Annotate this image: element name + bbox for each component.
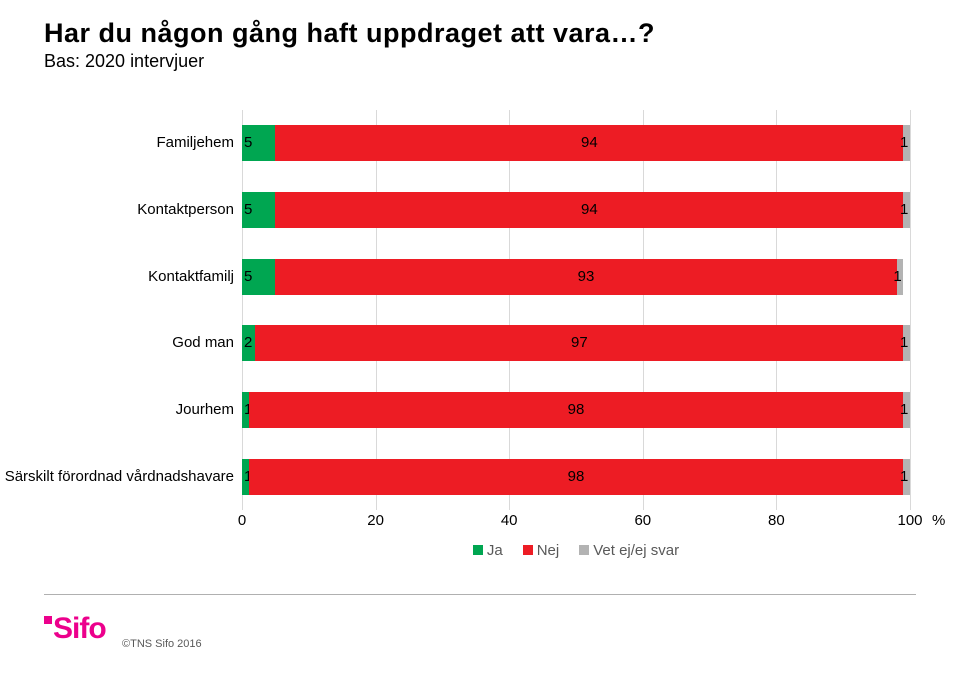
x-tick-label: 40 [501, 512, 518, 529]
category-label: Familjehem [156, 125, 242, 161]
x-tick-label: 0 [238, 512, 246, 529]
x-tick-label: 20 [367, 512, 384, 529]
bar-value-label: 94 [581, 125, 598, 161]
logo-square-icon [44, 616, 52, 624]
bar-value-label: 93 [578, 259, 595, 295]
legend-swatch-icon [579, 545, 589, 555]
bar-row: Särskilt förordnad vårdnadshavare1981 [242, 459, 910, 495]
bar-value-label: 98 [568, 459, 585, 495]
bar-value-label: 1 [900, 392, 908, 428]
footer-divider [44, 594, 916, 595]
bar-value-label: 5 [244, 259, 252, 295]
legend-label: Ja [487, 542, 503, 559]
plot-area: Familjehem5941Kontaktperson5941Kontaktfa… [242, 110, 910, 510]
chart: Familjehem5941Kontaktperson5941Kontaktfa… [50, 110, 910, 559]
copyright: ©TNS Sifo 2016 [122, 638, 202, 650]
gridline [776, 110, 777, 510]
bar-row: Kontaktfamilj5931 [242, 259, 910, 295]
legend-swatch-icon [473, 545, 483, 555]
legend-swatch-icon [523, 545, 533, 555]
x-axis: 020406080100% [242, 512, 910, 536]
category-label: Kontaktperson [137, 192, 242, 228]
gridline [376, 110, 377, 510]
x-tick-label: 60 [634, 512, 651, 529]
category-label: Särskilt förordnad vårdnadshavare [5, 459, 242, 495]
bar-value-label: 94 [581, 192, 598, 228]
bar-value-label: 1 [900, 459, 908, 495]
legend-label: Vet ej/ej svar [593, 542, 679, 559]
gridline [242, 110, 243, 510]
gridline [509, 110, 510, 510]
bar-row: Kontaktperson5941 [242, 192, 910, 228]
bar-value-label: 5 [244, 192, 252, 228]
x-unit-label: % [932, 512, 945, 529]
page-subtitle: Bas: 2020 intervjuer [44, 51, 916, 72]
bar-value-label: 2 [244, 325, 252, 361]
legend-label: Nej [537, 542, 560, 559]
bar-row: God man2971 [242, 325, 910, 361]
category-label: God man [172, 325, 242, 361]
x-tick-label: 100 [897, 512, 922, 529]
bar-value-label: 98 [568, 392, 585, 428]
sifo-logo: Sifo [44, 612, 106, 646]
bar-value-label: 1 [900, 125, 908, 161]
bar-row: Familjehem5941 [242, 125, 910, 161]
bar-value-label: 1 [900, 192, 908, 228]
bar-value-label: 5 [244, 125, 252, 161]
page-title: Har du någon gång haft uppdraget att var… [44, 18, 916, 49]
legend: Ja Nej Vet ej/ej svar [242, 542, 910, 559]
bar-value-label: 1 [893, 259, 901, 295]
legend-item: Nej [523, 542, 560, 559]
bar-value-label: 97 [571, 325, 588, 361]
category-label: Kontaktfamilj [148, 259, 242, 295]
legend-item: Ja [473, 542, 503, 559]
logo-text: Sifo [53, 612, 106, 646]
bar-row: Jourhem1981 [242, 392, 910, 428]
gridline [910, 110, 911, 510]
category-label: Jourhem [176, 392, 242, 428]
gridline [643, 110, 644, 510]
bar-value-label: 1 [900, 325, 908, 361]
legend-item: Vet ej/ej svar [579, 542, 679, 559]
x-tick-label: 80 [768, 512, 785, 529]
